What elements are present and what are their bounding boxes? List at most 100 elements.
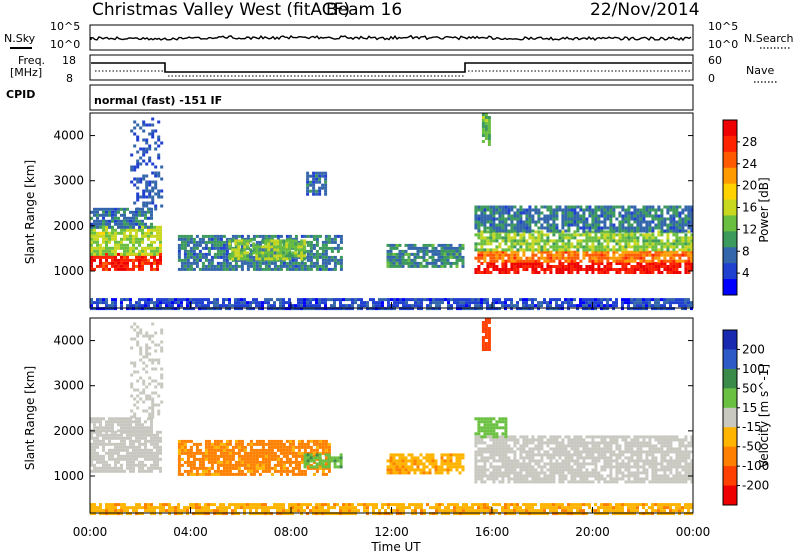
heatmap-cell — [651, 307, 654, 311]
heatmap-cell — [114, 240, 117, 244]
heatmap-cell — [404, 468, 408, 472]
heatmap-cell — [151, 397, 155, 401]
heatmap-cell — [609, 214, 613, 218]
heatmap-cell — [306, 258, 310, 262]
heatmap-cell — [449, 456, 453, 460]
heatmap-cell — [636, 211, 640, 215]
heatmap-cell — [99, 246, 102, 250]
heatmap-cell — [555, 248, 559, 252]
heatmap-cell — [270, 445, 274, 449]
heatmap-cell — [504, 233, 508, 237]
heatmap-cell — [198, 472, 202, 476]
heatmap-cell — [129, 231, 132, 235]
heatmap-cell — [105, 231, 108, 235]
heatmap-cell — [151, 322, 155, 326]
heatmap-cell — [666, 223, 670, 227]
heatmap-cell — [510, 301, 513, 305]
heatmap-cell — [130, 168, 134, 172]
heatmap-cell — [483, 301, 486, 305]
heatmap-cell — [177, 249, 181, 253]
heatmap-cell — [690, 307, 693, 311]
heatmap-cell — [141, 231, 144, 235]
heatmap-cell — [324, 255, 328, 259]
heatmap-cell — [483, 236, 487, 240]
heatmap-cell — [585, 307, 588, 311]
heatmap-cell — [582, 211, 586, 215]
heatmap-cell — [407, 471, 411, 475]
heatmap-cell — [237, 451, 241, 455]
heatmap-cell — [455, 456, 459, 460]
heatmap-cell — [300, 460, 304, 464]
heatmap-cell — [519, 474, 523, 478]
heatmap-cell — [246, 251, 250, 255]
heatmap-cell — [114, 463, 117, 467]
colorbar-swatch — [723, 135, 737, 153]
heatmap-cell — [306, 445, 310, 449]
heatmap-cell — [564, 208, 568, 212]
heatmap-cell — [603, 236, 607, 240]
heatmap-cell — [123, 213, 126, 217]
heatmap-cell — [588, 301, 591, 305]
heatmap-cell — [417, 307, 420, 311]
heatmap-cell — [507, 447, 511, 451]
heatmap-cell — [477, 441, 481, 445]
heatmap-cell — [567, 229, 571, 233]
heatmap-cell — [132, 460, 135, 464]
heatmap-cell — [225, 463, 229, 467]
heatmap-cell — [642, 265, 646, 268]
heatmap-cell — [147, 216, 150, 220]
heatmap-cell — [117, 451, 120, 455]
heatmap-cell — [261, 451, 265, 455]
heatmap-cell — [675, 250, 679, 254]
heatmap-cell — [495, 265, 499, 268]
heatmap-cell — [111, 228, 114, 232]
heatmap-cell — [483, 229, 487, 233]
heatmap-cell — [321, 307, 324, 311]
heatmap-cell — [318, 459, 322, 463]
heatmap-cell — [419, 471, 423, 475]
heatmap-cell — [504, 438, 508, 442]
heatmap-cell — [132, 252, 135, 256]
heatmap-cell — [186, 234, 190, 238]
heatmap-cell — [573, 298, 576, 302]
heatmap-cell — [198, 448, 202, 452]
heatmap-cell — [213, 234, 217, 238]
colorbar-swatch — [723, 167, 737, 185]
heatmap-cell — [684, 304, 687, 308]
heatmap-cell — [651, 245, 655, 249]
heatmap-cell — [145, 385, 149, 389]
heatmap-cell — [273, 469, 277, 473]
heatmap-cell — [327, 469, 331, 473]
heatmap-cell — [141, 246, 144, 250]
heatmap-cell — [428, 261, 432, 265]
heatmap-cell — [648, 298, 651, 302]
heatmap-cell — [522, 233, 526, 237]
heatmap-cell — [666, 250, 670, 254]
heatmap-cell — [642, 239, 646, 243]
heatmap-cell — [252, 258, 256, 262]
heatmap-cell — [487, 116, 491, 119]
heatmap-cell — [222, 448, 226, 452]
heatmap-cell — [558, 259, 562, 263]
heatmap-cell — [513, 223, 517, 227]
heatmap-cell — [288, 469, 292, 473]
heatmap-cell — [507, 298, 510, 302]
heatmap-cell — [522, 239, 526, 243]
heatmap-cell — [501, 239, 505, 243]
heatmap-cell — [552, 208, 556, 212]
heatmap-cell — [142, 147, 146, 151]
heatmap-cell — [663, 253, 667, 257]
heatmap-cell — [684, 239, 688, 243]
heatmap-cell — [111, 261, 114, 265]
heatmap-cell — [267, 457, 271, 461]
heatmap-cell — [309, 240, 313, 244]
heatmap-cell — [633, 242, 637, 246]
heatmap-cell — [228, 463, 232, 467]
heatmap-cell — [351, 304, 354, 308]
heatmap-cell — [552, 214, 556, 218]
heatmap-cell — [525, 208, 529, 212]
heatmap-cell — [96, 298, 99, 302]
heatmap-cell — [273, 445, 277, 449]
heatmap-cell — [633, 245, 637, 249]
heatmap-cell — [237, 301, 240, 305]
